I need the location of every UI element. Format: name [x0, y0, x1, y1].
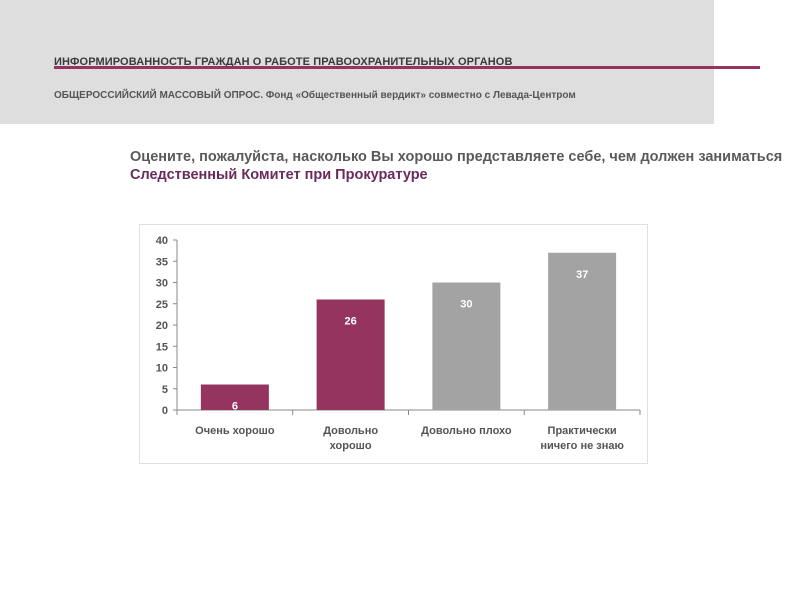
y-tick-label: 35	[156, 256, 168, 268]
header-divider	[54, 66, 760, 69]
survey-question: Оцените, пожалуйста, насколько Вы хорошо…	[130, 148, 790, 184]
y-tick-label: 20	[156, 320, 168, 332]
bar	[316, 299, 385, 410]
y-tick-label: 0	[162, 405, 168, 417]
data-label: 30	[460, 299, 472, 311]
category-label: ничего не знаю	[540, 440, 624, 452]
category-label: Довольно	[323, 425, 378, 437]
question-text: Оцените, пожалуйста, насколько Вы хорошо…	[130, 149, 783, 165]
y-tick-label: 5	[162, 384, 168, 396]
category-label: Очень хорошо	[195, 425, 275, 437]
bar	[432, 282, 501, 410]
data-label: 37	[576, 269, 588, 281]
data-label: 26	[345, 316, 357, 328]
y-tick-label: 30	[156, 278, 168, 290]
y-tick-label: 25	[156, 299, 168, 311]
header-band	[0, 0, 714, 124]
header-subtitle: ОБЩЕРОССИЙСКИЙ МАССОВЫЙ ОПРОС. Фонд «Общ…	[54, 90, 576, 101]
category-label: хорошо	[330, 440, 372, 452]
bar	[548, 252, 617, 410]
category-label: Практически	[548, 425, 617, 437]
chart-frame	[139, 224, 648, 464]
y-tick-label: 40	[156, 235, 168, 247]
category-label: Довольно плохо	[421, 425, 512, 437]
y-tick-label: 10	[156, 363, 168, 375]
y-tick-label: 15	[156, 341, 168, 353]
bar	[200, 384, 269, 410]
header-title: ИНФОРМИРОВАННОСТЬ ГРАЖДАН О РАБОТЕ ПРАВО…	[54, 56, 513, 68]
question-subject: Следственный Комитет при Прокуратуре	[130, 167, 428, 183]
data-label: 6	[232, 401, 238, 413]
